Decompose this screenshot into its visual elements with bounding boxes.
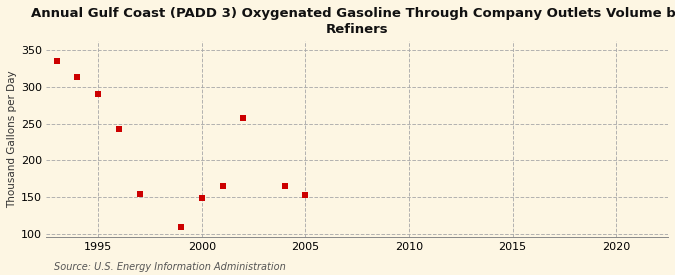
Point	[51, 59, 62, 63]
Point	[113, 127, 124, 132]
Text: Source: U.S. Energy Information Administration: Source: U.S. Energy Information Administ…	[54, 262, 286, 272]
Point	[72, 75, 83, 79]
Point	[176, 225, 186, 229]
Point	[217, 184, 228, 188]
Point	[300, 192, 310, 197]
Y-axis label: Thousand Gallons per Day: Thousand Gallons per Day	[7, 70, 17, 208]
Point	[92, 92, 103, 96]
Title: Annual Gulf Coast (PADD 3) Oxygenated Gasoline Through Company Outlets Volume by: Annual Gulf Coast (PADD 3) Oxygenated Ga…	[30, 7, 675, 36]
Point	[238, 116, 248, 121]
Point	[279, 184, 290, 188]
Point	[196, 196, 207, 201]
Point	[134, 192, 145, 196]
